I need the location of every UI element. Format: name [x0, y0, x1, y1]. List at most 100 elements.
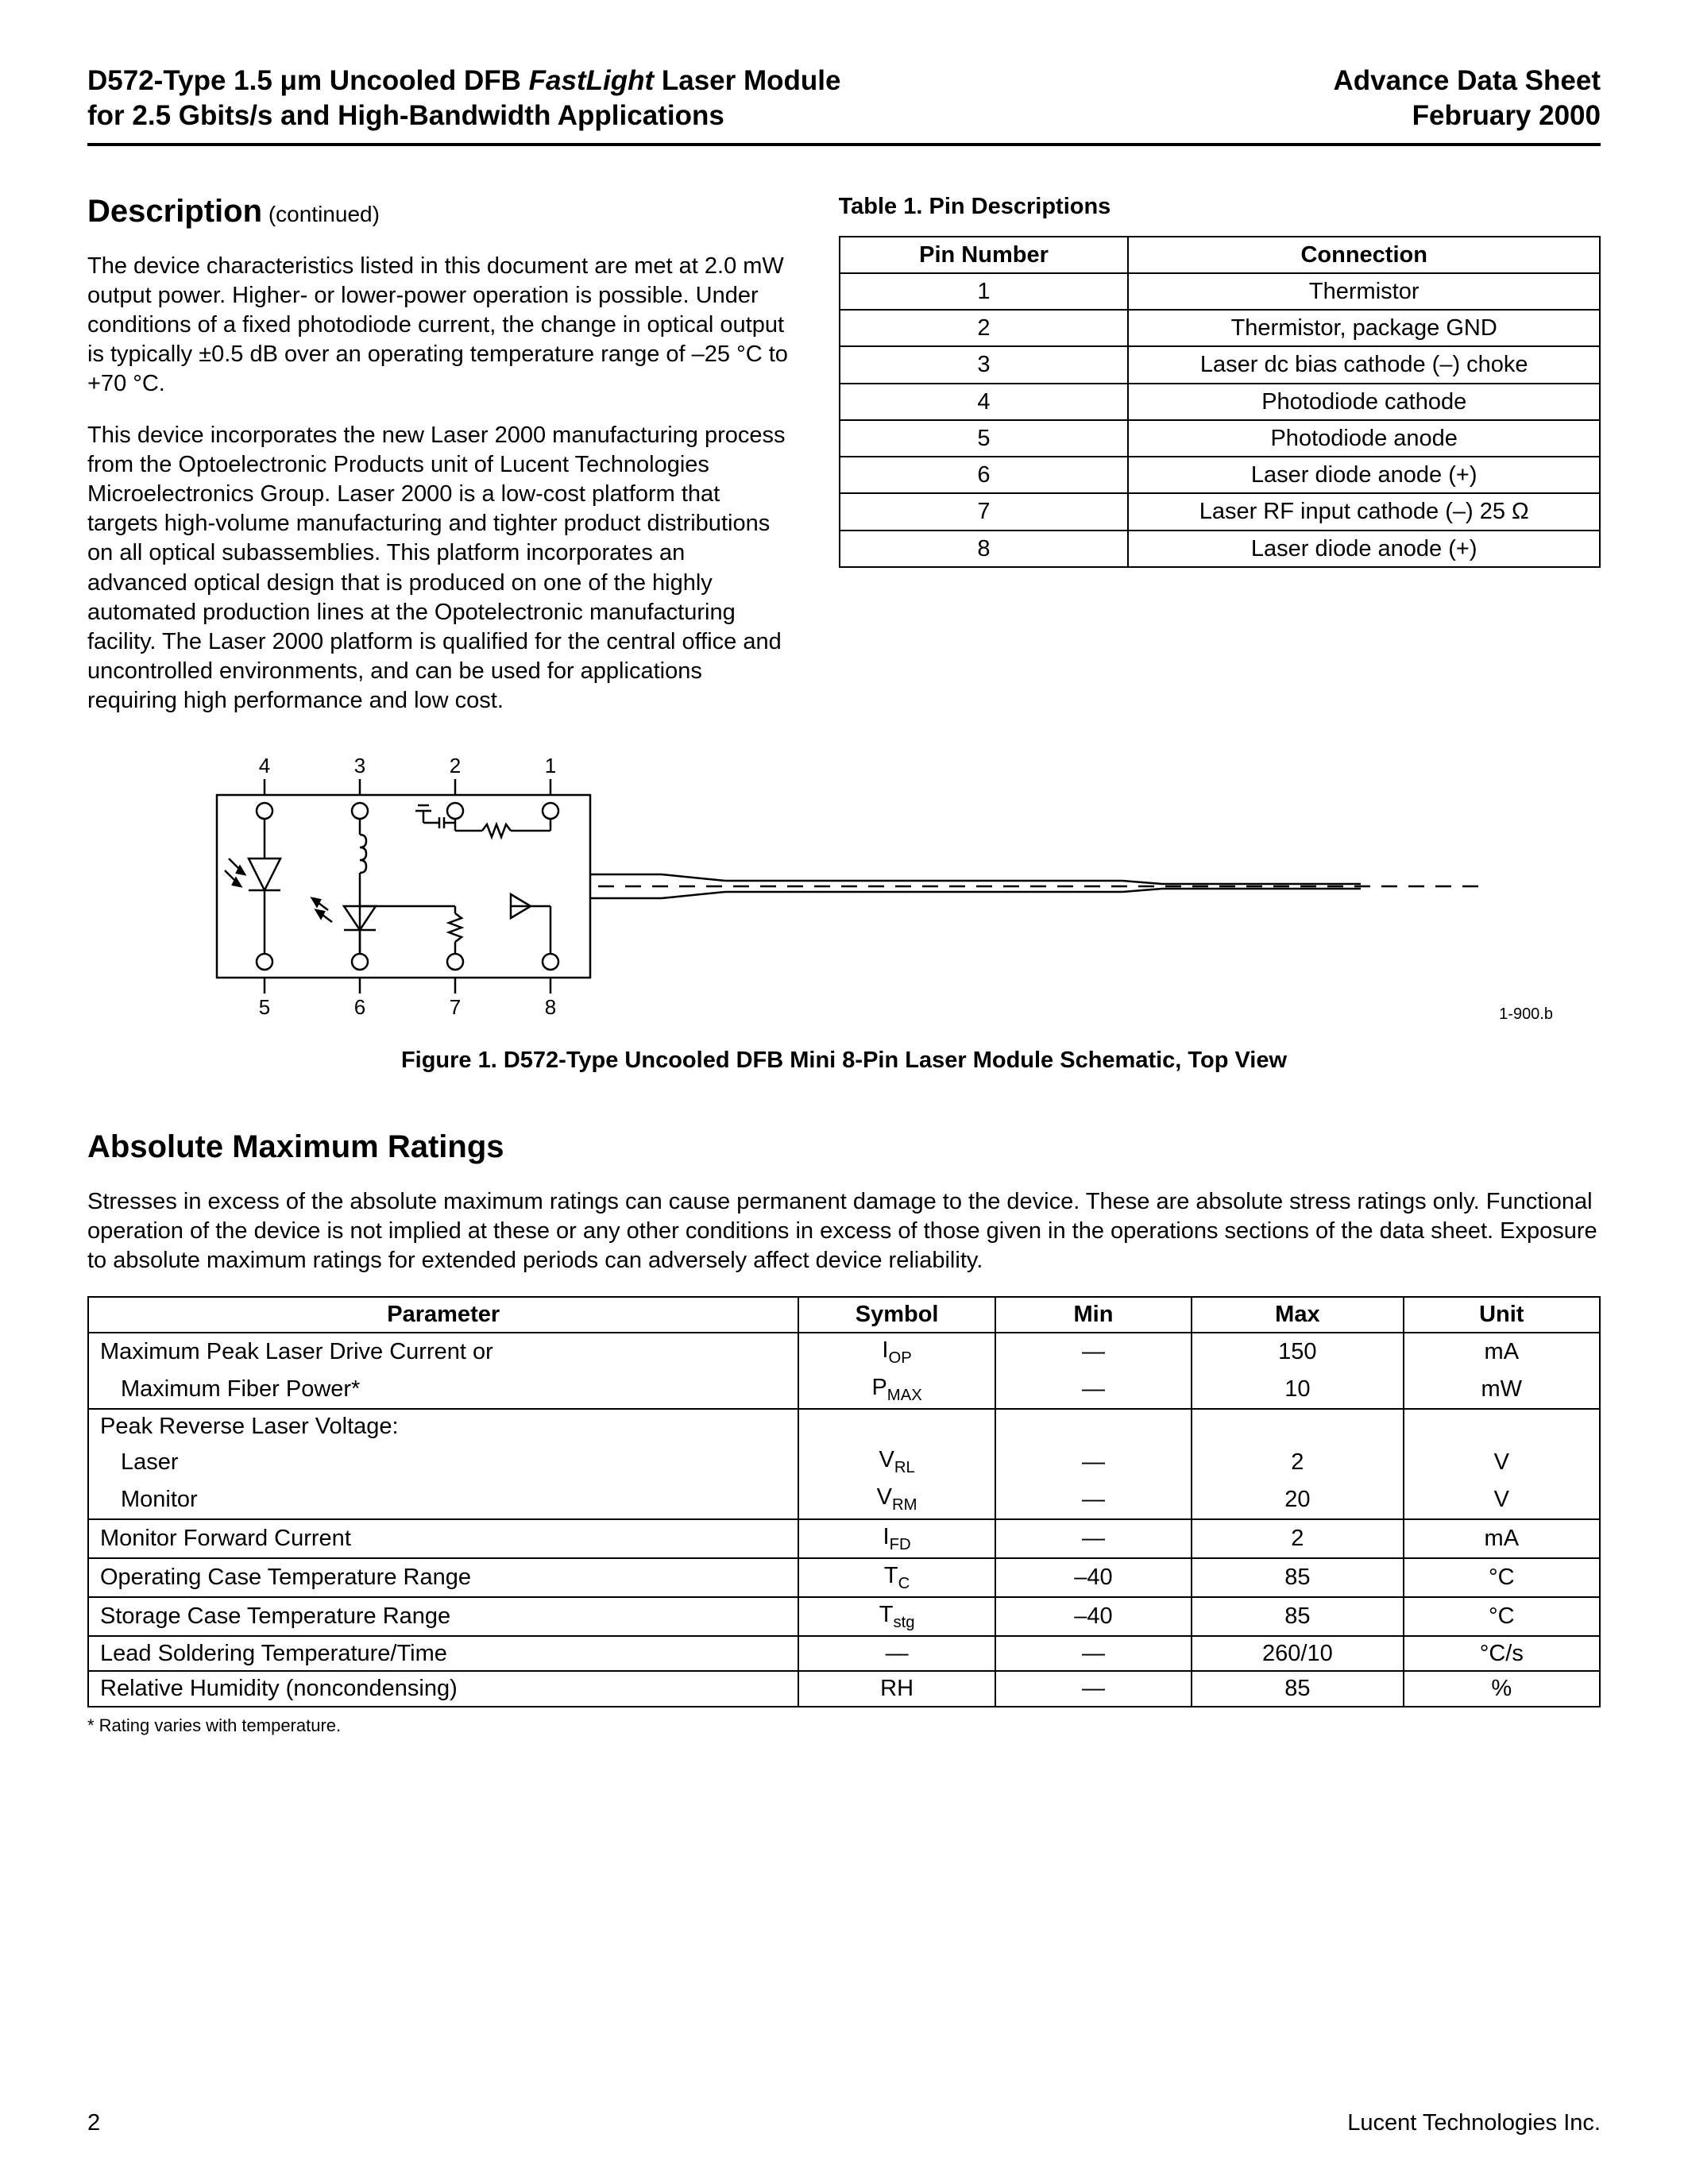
pin-label-3: 3	[353, 755, 365, 778]
ratings-max-cell	[1192, 1409, 1403, 1443]
table-row: Relative Humidity (noncondensing)RH—85%	[88, 1671, 1600, 1706]
pin-connection-cell: Photodiode anode	[1128, 420, 1600, 457]
hdr-mu: μ	[280, 65, 297, 96]
ratings-symbol-cell: VRL	[798, 1443, 995, 1480]
ratings-symbol-cell: Tstg	[798, 1597, 995, 1636]
description-para-2: This device incorporates the new Laser 2…	[87, 421, 791, 716]
pin-label-1: 1	[544, 755, 555, 778]
header-left: D572-Type 1.5 μm Uncooled DFB FastLight …	[87, 64, 840, 133]
ratings-max-cell: 20	[1192, 1480, 1403, 1518]
ratings-intro: Stresses in excess of the absolute maxim…	[87, 1187, 1601, 1275]
pin-descriptions-table: Pin Number Connection 1Thermistor2Thermi…	[839, 236, 1601, 568]
ratings-max-cell: 10	[1192, 1371, 1403, 1409]
pin-number-cell: 8	[840, 531, 1129, 567]
ratings-min-cell	[995, 1409, 1192, 1443]
ratings-param-cell: Relative Humidity (noncondensing)	[88, 1671, 798, 1706]
pin-connection-cell: Laser diode anode (+)	[1128, 531, 1600, 567]
pin-header-connection: Connection	[1128, 237, 1600, 273]
table-row: 3Laser dc bias cathode (–) choke	[840, 346, 1600, 383]
hdr-l1-c: Laser Module	[654, 65, 840, 96]
page-footer: 2 Lucent Technologies Inc.	[87, 2110, 1601, 2136]
ratings-symbol-cell: IOP	[798, 1333, 995, 1371]
table-row: 4Photodiode cathode	[840, 384, 1600, 420]
ratings-table: Parameter Symbol Min Max Unit Maximum Pe…	[87, 1296, 1601, 1707]
ratings-head-param: Parameter	[88, 1297, 798, 1332]
ratings-param-cell: Maximum Fiber Power*	[88, 1371, 798, 1409]
description-para-1: The device characteristics listed in thi…	[87, 252, 791, 399]
ratings-param-cell: Peak Reverse Laser Voltage:	[88, 1409, 798, 1443]
ratings-min-cell: —	[995, 1443, 1192, 1480]
table-row: 1Thermistor	[840, 273, 1600, 310]
ratings-param-cell: Monitor Forward Current	[88, 1519, 798, 1558]
ratings-heading: Absolute Maximum Ratings	[87, 1129, 1601, 1165]
ratings-param-cell: Storage Case Temperature Range	[88, 1597, 798, 1636]
pin-label-7: 7	[449, 995, 460, 1017]
ratings-max-cell: 85	[1192, 1558, 1403, 1597]
table-row: 2Thermistor, package GND	[840, 310, 1600, 346]
ratings-unit-cell: %	[1404, 1671, 1600, 1706]
ratings-symbol-cell: RH	[798, 1671, 995, 1706]
ratings-unit-cell: °C/s	[1404, 1636, 1600, 1671]
pin-number-cell: 1	[840, 273, 1129, 310]
header-title-line2: for 2.5 Gbits/s and High-Bandwidth Appli…	[87, 98, 840, 133]
ratings-min-cell: –40	[995, 1597, 1192, 1636]
ratings-head-min: Min	[995, 1297, 1192, 1332]
header-doc-type: Advance Data Sheet	[1333, 64, 1601, 98]
table-row: Operating Case Temperature RangeTC–4085°…	[88, 1558, 1600, 1597]
table-row: Storage Case Temperature RangeTstg–4085°…	[88, 1597, 1600, 1636]
ratings-min-cell: —	[995, 1333, 1192, 1371]
ratings-param-cell: Maximum Peak Laser Drive Current or	[88, 1333, 798, 1371]
figure-1-block: 4 3 2 1 5 6 7 8 1-900.b Figure 1. D572-T…	[87, 755, 1601, 1074]
pin-number-cell: 5	[840, 420, 1129, 457]
ratings-symbol-cell: VRM	[798, 1480, 995, 1518]
table-row: Peak Reverse Laser Voltage:	[88, 1409, 1600, 1443]
table-row: 6Laser diode anode (+)	[840, 457, 1600, 493]
schematic-svg: 4 3 2 1 5 6 7 8	[169, 755, 1520, 1017]
ratings-unit-cell	[1404, 1409, 1600, 1443]
ratings-max-cell: 85	[1192, 1671, 1403, 1706]
ratings-unit-cell: °C	[1404, 1558, 1600, 1597]
pin-connection-cell: Laser dc bias cathode (–) choke	[1128, 346, 1600, 383]
pin-connection-cell: Photodiode cathode	[1128, 384, 1600, 420]
ratings-min-cell: —	[995, 1519, 1192, 1558]
ratings-symbol-cell: —	[798, 1636, 995, 1671]
page-header: D572-Type 1.5 μm Uncooled DFB FastLight …	[87, 64, 1601, 146]
table-row: LaserVRL—2V	[88, 1443, 1600, 1480]
pin-header-number: Pin Number	[840, 237, 1129, 273]
ratings-symbol-cell: PMAX	[798, 1371, 995, 1409]
description-heading: Description	[87, 194, 262, 229]
table-row: Parameter Symbol Min Max Unit	[88, 1297, 1600, 1332]
ratings-unit-cell: V	[1404, 1480, 1600, 1518]
ratings-min-cell: —	[995, 1671, 1192, 1706]
table-row: Maximum Peak Laser Drive Current orIOP—1…	[88, 1333, 1600, 1371]
header-right: Advance Data Sheet February 2000	[1333, 64, 1601, 133]
pin-number-cell: 7	[840, 493, 1129, 530]
ratings-min-cell: —	[995, 1371, 1192, 1409]
figure-1-caption: Figure 1. D572-Type Uncooled DFB Mini 8-…	[87, 1048, 1601, 1074]
ratings-unit-cell: mA	[1404, 1333, 1600, 1371]
description-continued: (continued)	[262, 202, 380, 226]
hdr-l1-italic: FastLight	[529, 65, 654, 96]
ratings-param-cell: Lead Soldering Temperature/Time	[88, 1636, 798, 1671]
pin-connection-cell: Thermistor, package GND	[1128, 310, 1600, 346]
pin-number-cell: 2	[840, 310, 1129, 346]
hdr-l1-a: D572-Type 1.5	[87, 65, 280, 96]
two-column-region: Description (continued) The device chara…	[87, 194, 1601, 716]
table1-caption: Table 1. Pin Descriptions	[839, 194, 1601, 220]
ratings-symbol-cell	[798, 1409, 995, 1443]
ratings-symbol-cell: TC	[798, 1558, 995, 1597]
ratings-max-cell: 85	[1192, 1597, 1403, 1636]
ratings-min-cell: —	[995, 1636, 1192, 1671]
pin-label-2: 2	[449, 755, 460, 778]
table-row: Monitor Forward CurrentIFD—2mA	[88, 1519, 1600, 1558]
ratings-head-max: Max	[1192, 1297, 1403, 1332]
ratings-unit-cell: mW	[1404, 1371, 1600, 1409]
ratings-param-cell: Operating Case Temperature Range	[88, 1558, 798, 1597]
pin-label-5: 5	[258, 995, 269, 1017]
table-row: 5Photodiode anode	[840, 420, 1600, 457]
ratings-max-cell: 260/10	[1192, 1636, 1403, 1671]
header-title-line1: D572-Type 1.5 μm Uncooled DFB FastLight …	[87, 64, 840, 98]
ratings-symbol-cell: IFD	[798, 1519, 995, 1558]
pin-connection-cell: Laser RF input cathode (–) 25 Ω	[1128, 493, 1600, 530]
ratings-unit-cell: V	[1404, 1443, 1600, 1480]
